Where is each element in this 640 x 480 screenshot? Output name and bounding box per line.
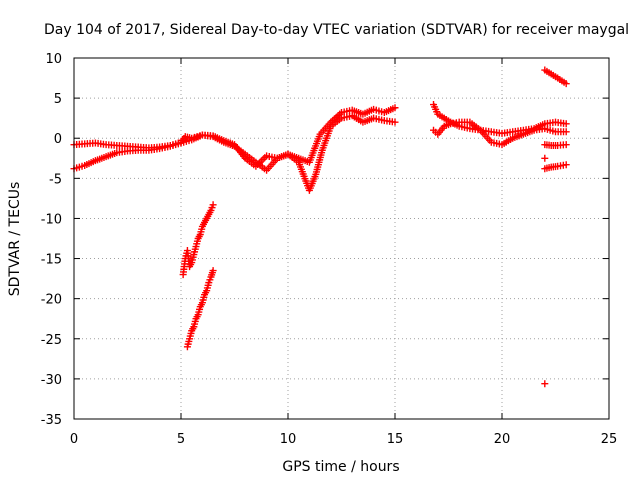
- grid-lines: [74, 58, 609, 419]
- y-tick-label: -30: [41, 373, 62, 388]
- data-point: [391, 118, 399, 126]
- y-tick-label: -35: [41, 413, 62, 428]
- y-tick-label: -5: [49, 172, 62, 187]
- y-tick-label: 0: [54, 132, 62, 147]
- data-point: [209, 267, 217, 275]
- y-tick-label: -15: [41, 253, 62, 268]
- y-tick-label: -25: [41, 333, 62, 348]
- x-tick-label: 0: [70, 432, 78, 447]
- y-tick-labels: -35 -30 -25 -20 -15 -10 -5 0 5 10: [41, 52, 62, 428]
- y-tick-label: 10: [45, 52, 62, 67]
- data-point: [562, 80, 570, 88]
- x-tick-label: 15: [387, 432, 404, 447]
- y-tick-label: 5: [54, 92, 62, 107]
- plot-frame: [73, 57, 610, 420]
- data-marks: [70, 66, 570, 388]
- axis-ticks: [73, 57, 610, 420]
- x-axis-label: GPS time / hours: [282, 459, 399, 475]
- x-tick-label: 5: [177, 432, 185, 447]
- data-point: [562, 141, 570, 149]
- data-point: [562, 128, 570, 136]
- data-point: [209, 201, 217, 209]
- data-point: [391, 104, 399, 112]
- data-point: [562, 161, 570, 169]
- x-tick-labels: 0 5 10 15 20 25: [70, 432, 617, 447]
- x-tick-label: 25: [601, 432, 618, 447]
- y-tick-label: -20: [41, 293, 62, 308]
- x-tick-label: 10: [280, 432, 297, 447]
- data-point: [541, 380, 549, 388]
- data-point: [562, 120, 570, 128]
- y-tick-label: -10: [41, 212, 62, 227]
- chart-title: Day 104 of 2017, Sidereal Day-to-day VTE…: [44, 22, 629, 38]
- y-axis-label: SDTVAR / TECUs: [7, 182, 23, 297]
- data-point: [541, 154, 549, 162]
- x-tick-label: 20: [494, 432, 511, 447]
